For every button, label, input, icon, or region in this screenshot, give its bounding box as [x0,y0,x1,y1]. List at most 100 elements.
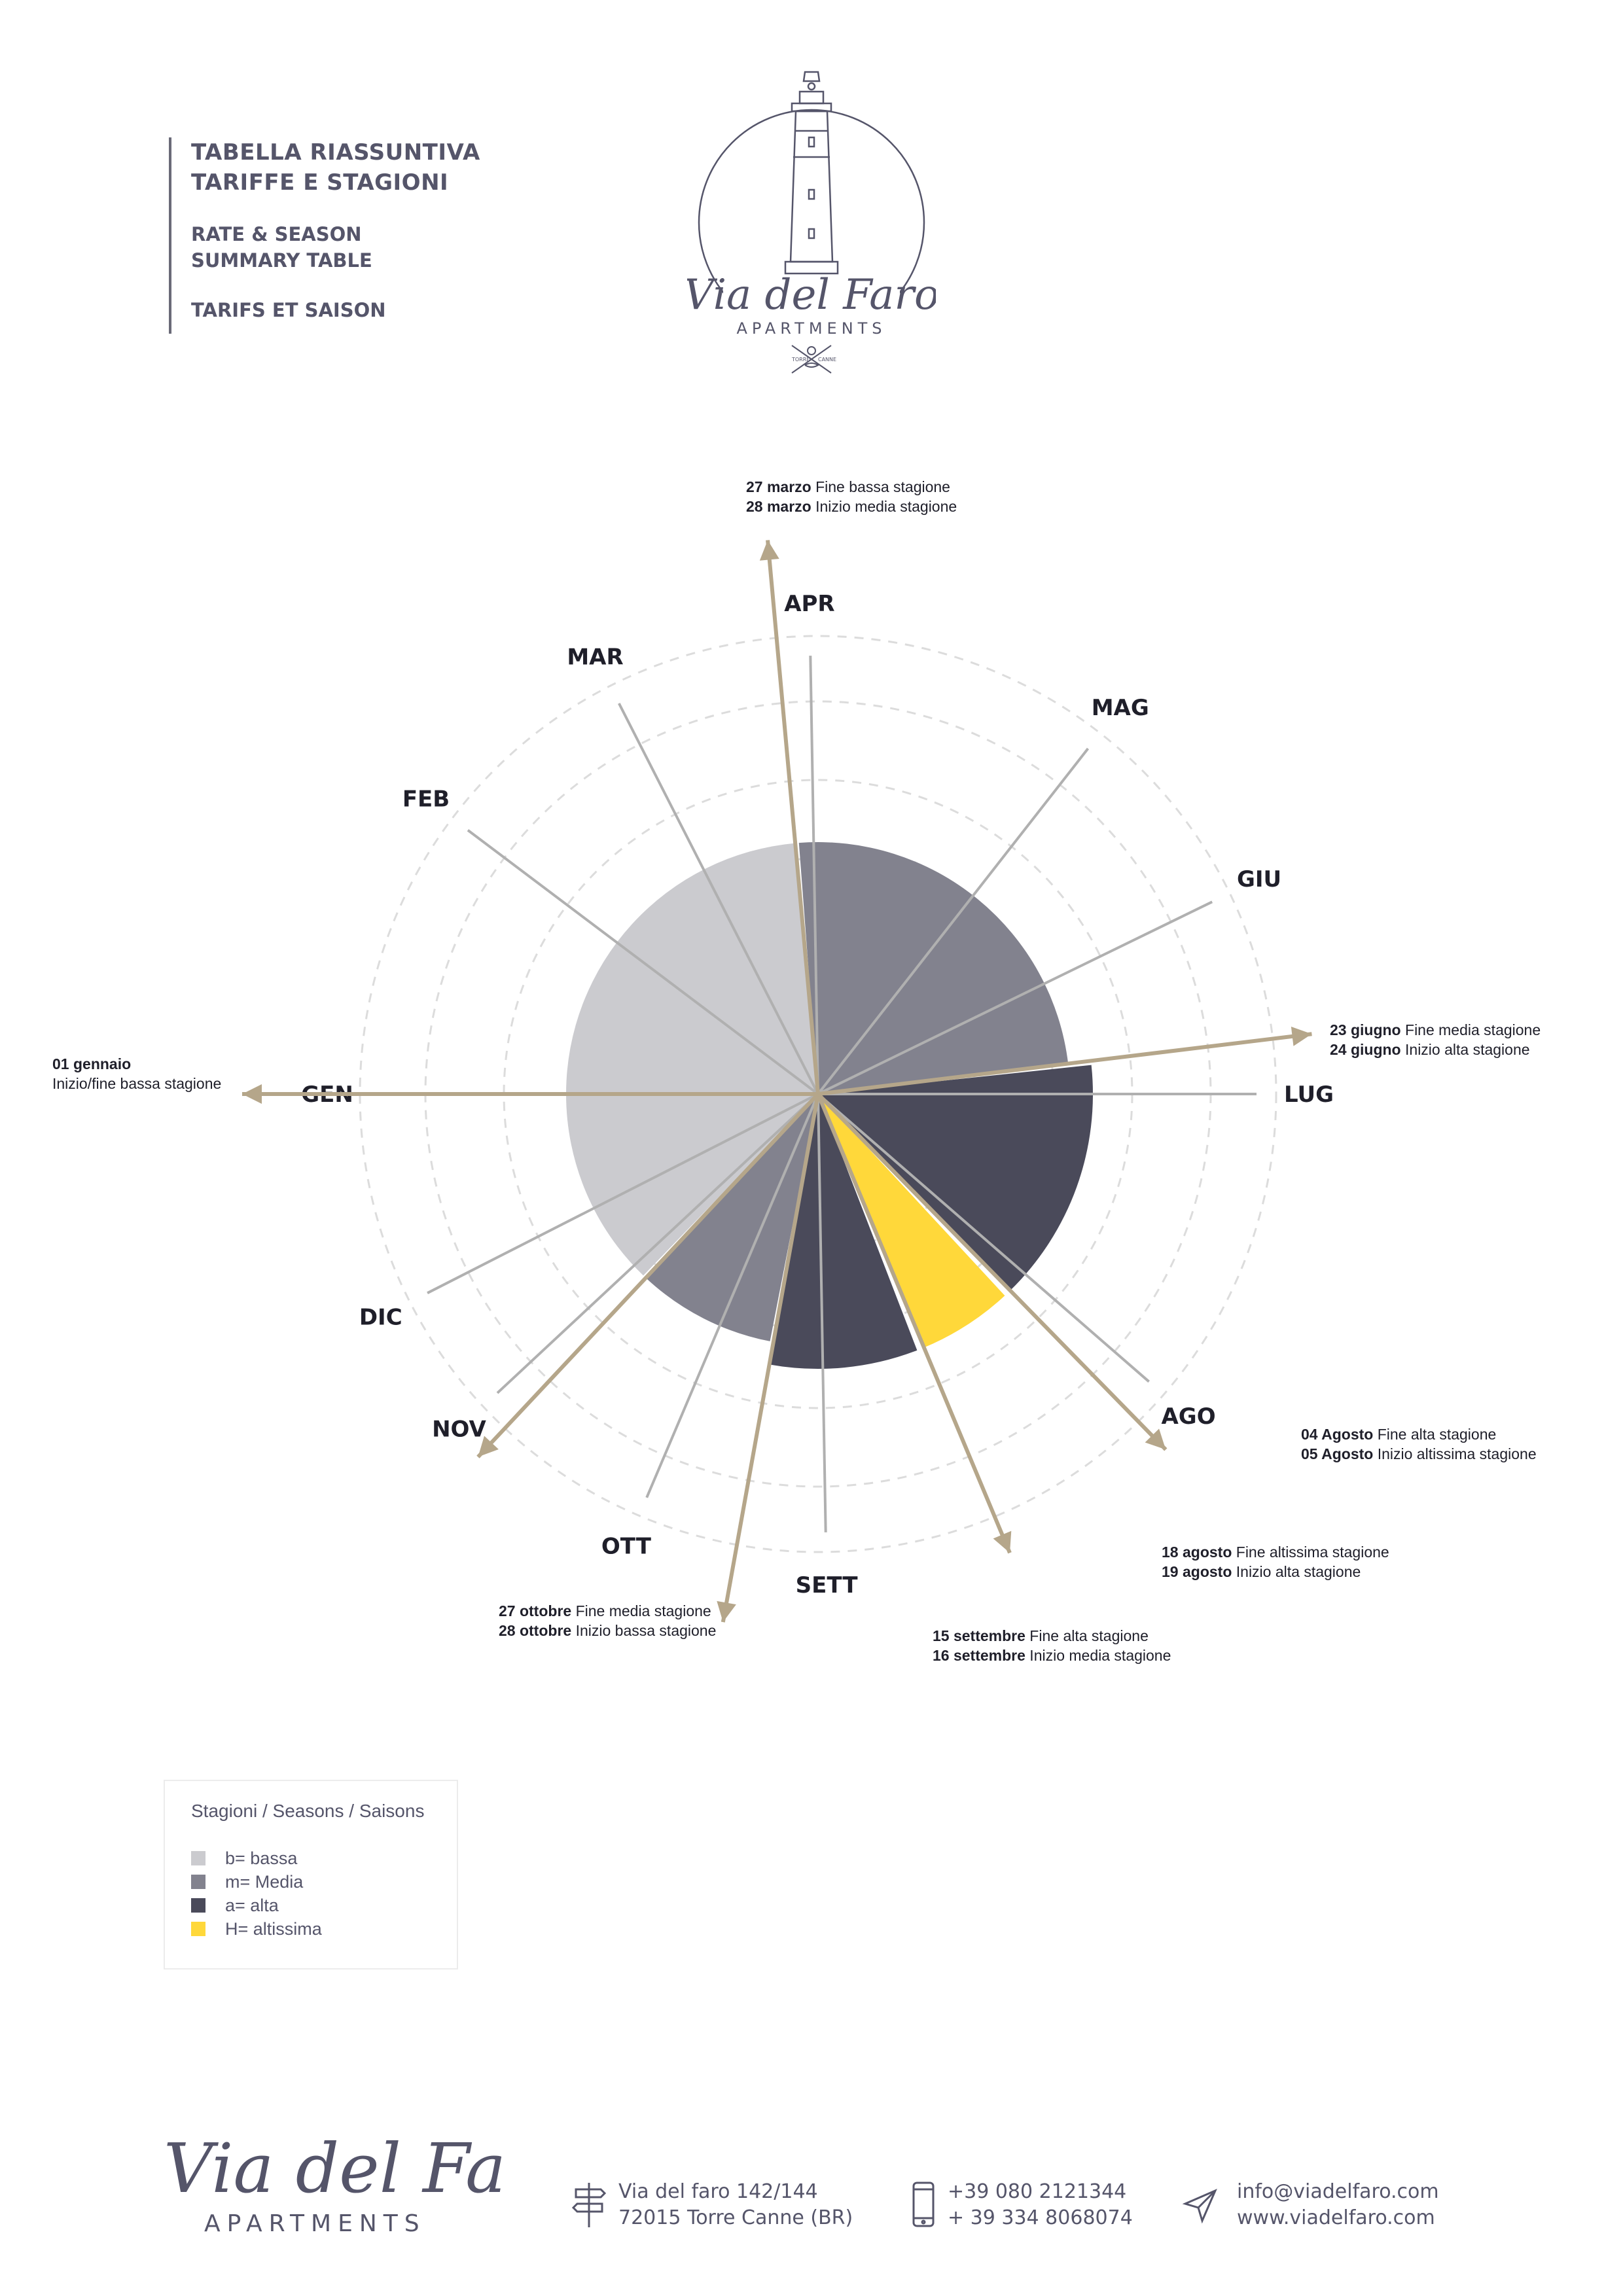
annotation-line-2: 24 giugno Inizio alta stagione [1330,1041,1530,1058]
season-polar-chart: GENFEBMARAPRMAGGIULUGAGOSETTOTTNOVDIC01 … [52,478,1541,1664]
season-sector-m [645,1094,818,1341]
annotation-line-1: 01 gennaio [52,1055,131,1072]
footer: Via del Faro APARTMENTS Via del faro 142… [0,2113,1623,2244]
month-label: MAG [1092,695,1149,721]
legend-label: b= bassa [225,1848,298,1868]
legend-item: a= alta [191,1894,431,1917]
logo-word-text: APARTMENTS [736,319,886,338]
annotation-line-2: 28 marzo Inizio media stagione [746,498,957,515]
month-spoke [618,703,819,1095]
send-icon [1182,2189,1217,2224]
season-change-arrow [817,1032,1312,1096]
legend-swatch [191,1875,205,1889]
season-change-arrow [816,1093,1012,1554]
legend-item: b= bassa [191,1846,431,1870]
season-legend: Stagioni / Seasons / Saisons b= bassa m= … [164,1780,458,1969]
month-label: LUG [1284,1082,1334,1108]
legend-swatch [191,1851,205,1865]
month-spoke [645,1093,819,1498]
logo-tag-left: TORRE [791,357,810,362]
arrow-head [478,1436,499,1457]
annotation-line-1: 18 agosto Fine altissima stagione [1162,1544,1389,1561]
season-sector-m [798,842,1069,1094]
address-line-2: 72015 Torre Canne (BR) [618,2206,853,2229]
annotation-line-1: 27 ottobre Fine media stagione [499,1602,711,1619]
lighthouse-logo: Via del Faro APARTMENTS TORRE CANNE [687,71,936,374]
english-title-line-1: RATE & SEASON [191,223,362,245]
address-block: Via del faro 142/144 72015 Torre Canne (… [618,2179,853,2231]
month-spoke [496,1093,819,1394]
annotation-line-2: 16 settembre Inizio media stagione [933,1647,1171,1664]
month-spoke [467,829,819,1095]
address-line-1: Via del faro 142/144 [618,2180,818,2203]
annotation-line-2: 19 agosto Inizio alta stagione [1162,1563,1361,1580]
annotation-line-1: 15 settembre Fine alta stagione [933,1627,1149,1644]
footer-brand-script: Via del Faro [164,2128,504,2208]
logo-script-text: Via del Faro [687,271,936,319]
season-change-arrow [816,1092,1168,1451]
email-link[interactable]: info@viadelfaro.com [1237,2180,1439,2203]
phone-line-2[interactable]: + 39 334 8068074 [948,2206,1133,2229]
web-block: info@viadelfaro.com www.viadelfaro.com [1237,2179,1439,2231]
arrow-head [1291,1026,1312,1046]
month-label: GIU [1237,866,1281,892]
season-sector-b [566,843,818,1094]
legend-swatch [191,1922,205,1936]
legend-label: H= altissima [225,1918,322,1939]
website-link[interactable]: www.viadelfaro.com [1237,2206,1435,2229]
month-spoke [817,900,1213,1095]
legend-title: Stagioni / Seasons / Saisons [191,1801,425,1821]
season-change-arrow [766,540,820,1095]
legend-item: m= Media [191,1870,431,1894]
annotation-line-2: Inizio/fine bassa stagione [52,1075,221,1092]
compass-icon [791,345,832,374]
phone-line-1[interactable]: +39 080 2121344 [948,2180,1127,2203]
month-spoke [817,1093,1150,1383]
month-label: FEB [402,786,450,813]
legend-label: m= Media [225,1871,304,1892]
arrow-head [993,1530,1012,1553]
season-change-arrow [721,1093,820,1623]
title-block: TABELLA RIASSUNTIVA TARIFFE E STAGIONI R… [169,137,480,334]
phone-icon [912,2181,935,2227]
month-label: DIC [359,1304,402,1330]
month-label: SETT [796,1572,859,1598]
grid-ring [359,635,1277,1553]
season-change-arrow [476,1092,820,1458]
arrow-head [717,1600,736,1623]
logo-tag-right: CANNE [818,357,836,362]
footer-brand-logo: Via del Faro APARTMENTS [164,2128,504,2237]
legend-label: a= alta [225,1895,279,1915]
phone-block: +39 080 2121344 + 39 334 8068074 [948,2179,1133,2231]
month-spoke [817,1093,827,1532]
signpost-icon [571,2183,607,2227]
title-line-2: TARIFFE E STAGIONI [191,169,449,196]
english-title-line-2: SUMMARY TABLE [191,249,372,272]
title-line-1: TABELLA RIASSUNTIVA [191,139,480,166]
month-spoke [809,656,819,1095]
arrow-head [242,1084,262,1104]
month-spoke [427,1093,819,1294]
legend-item: H= altissima [191,1917,431,1941]
annotation-line-2: 28 ottobre Inizio bassa stagione [499,1622,716,1639]
logo-mask [723,281,900,344]
month-spoke [817,747,1090,1095]
season-sector-H [818,1094,1005,1348]
legend-swatch [191,1898,205,1913]
footer-brand-word: APARTMENTS [204,2210,426,2237]
arrow-head [759,540,779,561]
month-label: NOV [432,1416,486,1442]
annotation-line-1: 23 giugno Fine media stagione [1330,1021,1541,1038]
month-label: APR [784,591,834,617]
month-label: AGO [1161,1404,1215,1430]
season-sector-a [818,1065,1093,1291]
month-label: MAR [567,645,623,671]
annotation-line-1: 27 marzo Fine bassa stagione [746,478,950,495]
arrow-head [1145,1428,1166,1450]
annotation-line-2: 05 Agosto Inizio altissima stagione [1301,1445,1537,1462]
annotation-line-1: 04 Agosto Fine alta stagione [1301,1426,1496,1443]
lighthouse-icon [784,71,839,275]
french-title: TARIFS ET SAISON [191,299,386,321]
season-sector-b [566,1094,818,1276]
legend-items: b= bassa m= Media a= alta H= altissima [191,1846,431,1941]
